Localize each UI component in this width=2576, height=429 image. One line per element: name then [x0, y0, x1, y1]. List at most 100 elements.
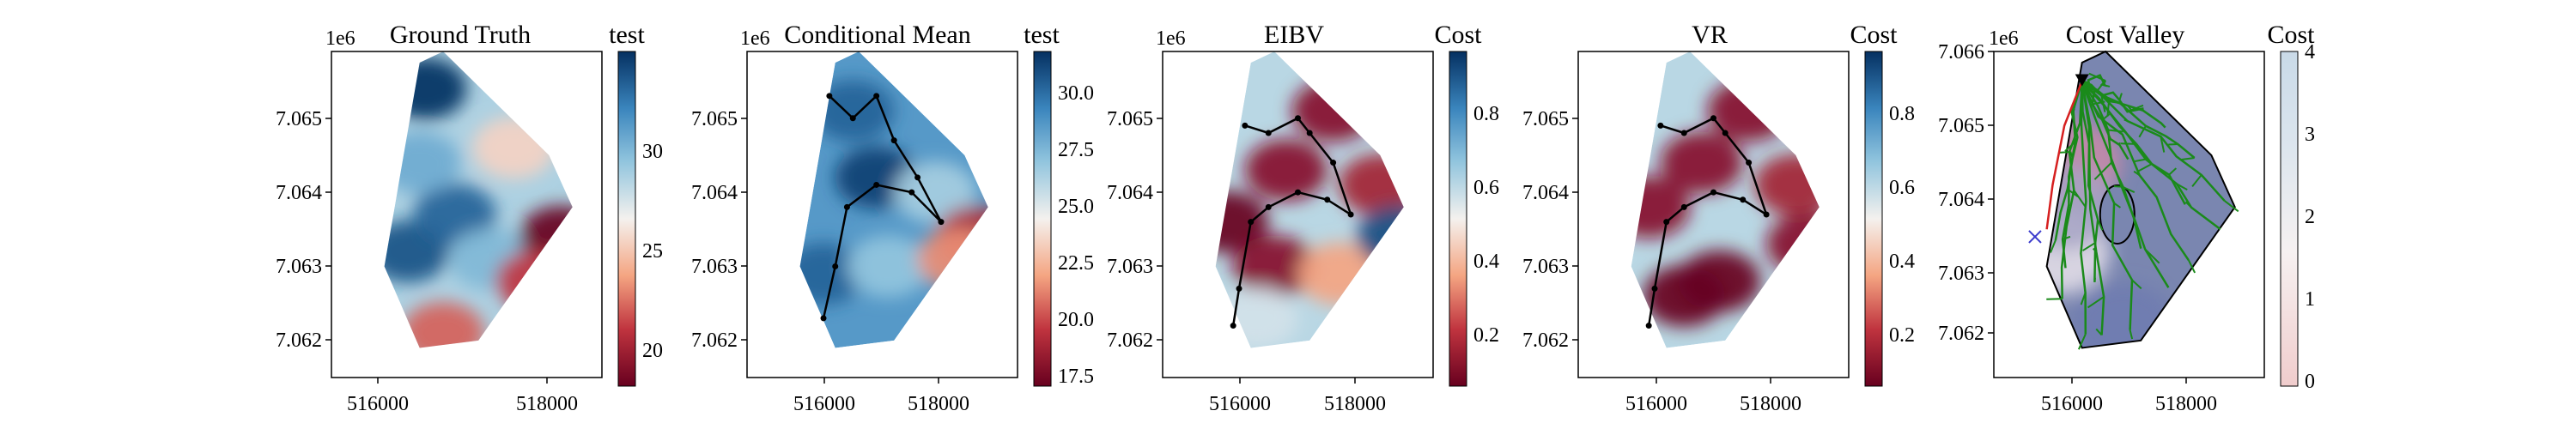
heatmap-plot [384, 51, 573, 348]
waypoint [1295, 189, 1301, 196]
waypoint [1710, 189, 1716, 196]
colorbar-tick: 0.6 [1473, 177, 1499, 199]
field [384, 51, 573, 348]
field [799, 51, 988, 348]
field [1631, 51, 1820, 348]
tree-branch [2108, 129, 2123, 133]
field-patch [1215, 287, 1298, 348]
tree-branch [2168, 167, 2178, 176]
waypoint [1722, 130, 1728, 136]
tree-branch [2187, 259, 2196, 274]
field-patch [1707, 80, 1790, 142]
x-tick-label: 518000 [2155, 393, 2217, 415]
waypoint [873, 93, 880, 100]
x-tick-label: 518000 [908, 393, 969, 415]
waypoint [1657, 122, 1664, 129]
colorbar-tick: 27.5 [1058, 139, 1094, 161]
waypoint [908, 189, 915, 196]
tree-branch [2082, 242, 2096, 251]
waypoint [1306, 130, 1313, 136]
waypoint [1265, 203, 1272, 210]
tree-branch [2081, 80, 2142, 249]
x-tick-label: 518000 [1324, 393, 1386, 415]
plot-frame [1993, 51, 2265, 378]
tree-branch [2120, 142, 2137, 145]
obstacle [2099, 184, 2136, 245]
panel-title: Cost Valley [2066, 21, 2185, 49]
y-tick-label: 7.065 [1107, 108, 1153, 130]
colorbar-tick: 0.2 [1473, 324, 1499, 347]
panel-conditional-mean: Conditional Mean 1e6 516000 518000 7.065… [691, 21, 1094, 415]
x-tick-label: 518000 [1740, 393, 1801, 415]
heatmap-plot [1215, 51, 1404, 348]
field-patch [384, 131, 461, 194]
y-tick-label: 7.062 [1938, 323, 1984, 345]
colorbar-scale [1864, 51, 1883, 387]
colorbar-tick: 25.0 [1058, 196, 1094, 218]
colorbar-tick: 20.0 [1058, 309, 1094, 331]
colorbar-scale [1033, 51, 1052, 387]
y-offset-label: 1e6 [1989, 27, 2019, 50]
tree-branch [2077, 334, 2087, 350]
field-patch [1643, 265, 1726, 327]
x-tick-label: 516000 [1625, 393, 1687, 415]
colorbar-label: test [1024, 21, 1060, 49]
waypoint [873, 181, 880, 188]
tree-branch [2064, 141, 2076, 152]
tree-branch [2081, 80, 2129, 160]
y-tick-label: 7.063 [1522, 256, 1569, 278]
tree-branch [2081, 81, 2105, 335]
y-tick-label: 7.064 [1938, 189, 1984, 211]
cost-valley-plot [2028, 50, 2239, 350]
colorbar-tick: 1 [2305, 288, 2315, 311]
waypoint [826, 93, 833, 100]
colorbar-label: Cost [2267, 21, 2315, 49]
y-tick-label: 7.062 [1522, 329, 1569, 352]
tree-branch [2138, 125, 2147, 138]
field-patch [1244, 139, 1327, 202]
y-tick-label: 7.063 [691, 256, 738, 278]
rrt-tree [2046, 72, 2239, 350]
tree-branch [2081, 74, 2107, 88]
y-tick-label: 7.065 [1522, 108, 1569, 130]
tree-branch [2081, 80, 2144, 113]
tree-branch [2106, 100, 2111, 117]
x-tick-label: 518000 [516, 393, 578, 415]
colorbar-tick: 30 [642, 141, 663, 163]
field-patch [1233, 235, 1316, 298]
waypoint [1236, 285, 1242, 292]
axis-ticks [1572, 118, 1771, 384]
start-marker-icon [2075, 74, 2089, 87]
waypoint [1663, 219, 1670, 226]
field-patch [1631, 176, 1691, 239]
colorbar-label: Cost [1434, 21, 1482, 49]
colorbar: Cost 0.8 0.6 0.4 0.2 [1850, 21, 1915, 387]
waypoint [1230, 323, 1236, 329]
y-tick-label: 7.063 [1107, 256, 1153, 278]
colorbar-tick: 22.5 [1058, 252, 1094, 275]
field-patch [1660, 131, 1743, 194]
waypoint [1651, 285, 1658, 292]
tree-branch [2191, 174, 2202, 187]
tree-branch [2092, 100, 2105, 106]
planned-route [2045, 81, 2083, 230]
y-tick-label: 7.064 [1522, 182, 1569, 204]
colorbar: Cost 0.8 0.6 0.4 0.2 [1434, 21, 1499, 387]
waypoint [1265, 130, 1272, 136]
colorbar-tick: 3 [2305, 124, 2315, 146]
y-tick-label: 7.065 [691, 108, 738, 130]
tree-branch [2087, 296, 2105, 309]
colorbar-scale [617, 51, 636, 387]
waypoint [914, 174, 921, 181]
x-tick-label: 516000 [347, 393, 409, 415]
panel-title: EIBV [1264, 21, 1324, 49]
colorbar-scale [1449, 51, 1467, 387]
waypoint [832, 263, 839, 269]
tree-branch [2101, 113, 2111, 121]
waypoint [849, 115, 856, 122]
tree-branch [2081, 80, 2186, 205]
waypoint [1710, 115, 1716, 122]
plot-frame [1577, 51, 1850, 378]
tree-branch [2080, 81, 2087, 335]
y-tick-label: 7.065 [276, 108, 322, 130]
